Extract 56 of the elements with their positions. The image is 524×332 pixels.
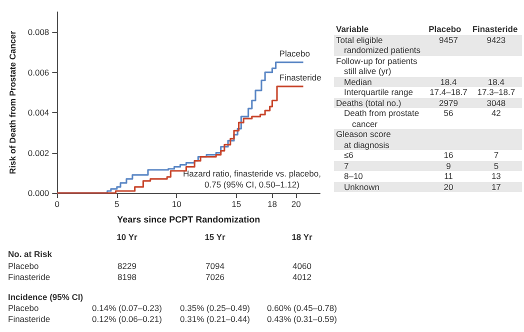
text: Death from prostate cancer (344, 108, 420, 129)
text: 7094 (206, 261, 225, 271)
text: 0.43% (0.31–0.59) (267, 314, 338, 324)
x-tick-label: 0 (54, 199, 60, 209)
text: Interquartile range (344, 87, 414, 98)
shaded-row: 7 9 5 (334, 160, 522, 171)
text: 8229 (118, 261, 137, 271)
y-tick-label: 0.004 (28, 108, 50, 118)
text: 16 (442, 150, 454, 160)
text: 7 (492, 150, 500, 160)
text: No. at Risk (8, 249, 52, 259)
x-tick-label: 10 (172, 199, 182, 209)
annotation: Hazard ratio, finasteride vs. placebo, 0.75 (95% CI, 0.50–1.12) (183, 168, 321, 190)
text: 8–10 (344, 171, 364, 182)
text: 4012 (292, 272, 312, 282)
text: 11 (443, 171, 454, 182)
text: 18 Yr (292, 232, 314, 242)
text: 42 (490, 108, 502, 120)
text: 0.14% (0.07–0.23) (92, 303, 162, 313)
x-axis-title: Years since PCPT Randomization (117, 214, 260, 224)
text: Incidence (95% CI) (8, 292, 84, 302)
shaded-row: Gleason score at diagnosis (334, 129, 522, 150)
text: 17.3–18.7 (476, 87, 516, 98)
text: Placebo (428, 24, 462, 34)
y-tick-label: 0.008 (28, 27, 50, 38)
text: 10 Yr (116, 232, 138, 242)
text: 13 (490, 171, 502, 182)
text: 0.31% (0.21–0.44) (180, 314, 250, 324)
text: 4060 (292, 261, 312, 271)
x-tick-label: 15 (232, 199, 242, 209)
text: ≤6 (344, 150, 354, 160)
series-label: Finasteride (279, 72, 322, 82)
y-tick-label: 0.000 (28, 188, 50, 198)
text: Placebo (8, 261, 39, 271)
text: 0.35% (0.25–0.49) (180, 303, 250, 313)
text: Variable (336, 24, 370, 34)
text: Follow-up for patients still alive (yr) (336, 56, 418, 76)
text: Finasteride (471, 24, 519, 34)
x-tick-label: 5 (114, 199, 120, 209)
text: 7026 (206, 272, 225, 282)
text: 15 Yr (204, 232, 226, 242)
series-label: Placebo (279, 48, 310, 58)
shaded-row: Unknown 20 17 (334, 182, 522, 192)
text: Placebo (8, 303, 39, 313)
y-tick-label: 0.002 (28, 148, 50, 158)
text: 0.60% (0.45–0.78) (267, 303, 338, 313)
text: 0.12% (0.06–0.21) (92, 314, 162, 324)
x-tick-label: 20 (291, 199, 302, 209)
text: 17.4–18.7 (428, 87, 468, 98)
x-tick-label: 18 (267, 199, 278, 209)
y-axis-title: Risk of Death from Prostate Cancer (8, 30, 18, 174)
y-tick-label: 0.006 (28, 67, 50, 78)
text: 56 (442, 108, 454, 120)
text: 8198 (118, 272, 137, 282)
text: Finasteride (8, 272, 50, 282)
text: Finasteride (8, 314, 50, 324)
